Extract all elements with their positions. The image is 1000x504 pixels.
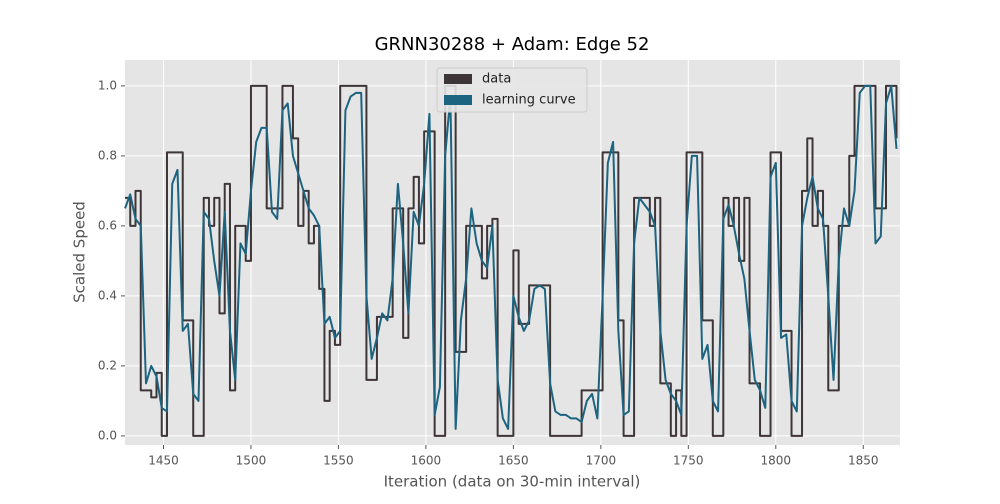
y-axis-label: Scaled Speed <box>71 201 89 303</box>
x-tick-label: 1750 <box>673 454 704 468</box>
x-tick-label: 1700 <box>586 454 617 468</box>
legend-label: learning curve <box>482 93 576 108</box>
line-series <box>125 84 898 437</box>
x-tick-label: 1550 <box>323 454 354 468</box>
x-tick-label: 1850 <box>848 454 879 468</box>
y-tick-label: 1.0 <box>98 78 117 92</box>
x-tick-label: 1450 <box>148 454 179 468</box>
x-axis-label: Iteration (data on 30-min interval) <box>384 473 641 491</box>
x-tick-label: 1500 <box>236 454 267 468</box>
chart-title: GRNN30288 + Adam: Edge 52 <box>375 34 650 55</box>
y-tick-label: 0.8 <box>98 148 117 162</box>
legend-box <box>436 67 588 113</box>
y-tick-label: 0.2 <box>98 358 117 372</box>
line-series <box>124 84 898 430</box>
y-tick-label: 0.0 <box>98 428 117 442</box>
y-tick-label: 0.6 <box>98 218 117 232</box>
y-tick-label: 0.4 <box>98 288 117 302</box>
x-tick-label: 1600 <box>411 454 442 468</box>
legend-swatch <box>444 95 472 105</box>
legend-swatch <box>444 74 472 84</box>
legend-label: data <box>482 72 511 87</box>
x-tick-label: 1800 <box>761 454 792 468</box>
x-tick-label: 1650 <box>498 454 529 468</box>
